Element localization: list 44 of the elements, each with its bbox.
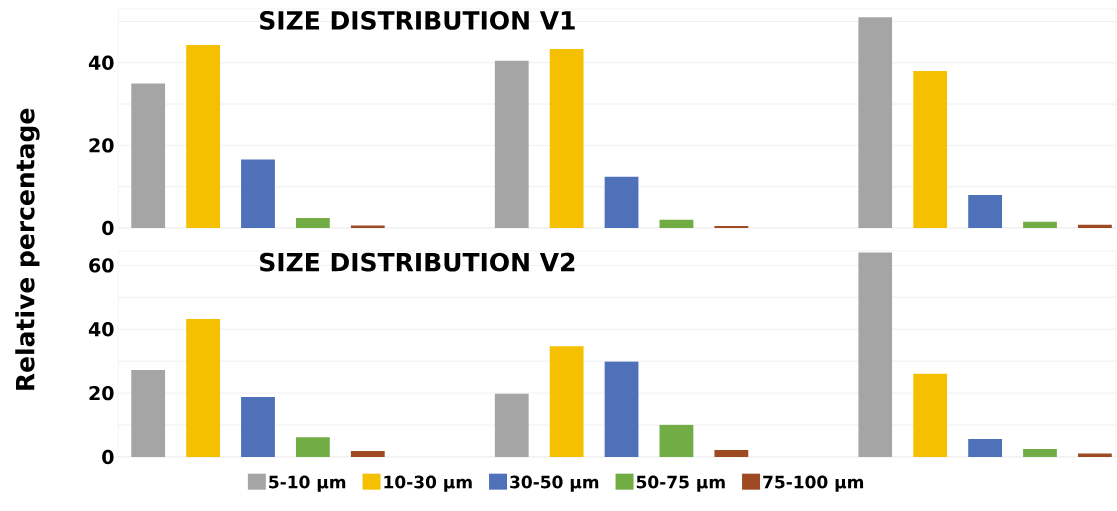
y-tick-label: 40	[88, 55, 114, 70]
bar	[131, 370, 166, 457]
chart-title: SIZE DISTRIBUTION V2	[260, 252, 575, 272]
bar	[968, 194, 1003, 228]
bar	[858, 17, 893, 228]
bar	[604, 361, 639, 457]
bar	[659, 219, 694, 228]
y-tick-label: 60	[89, 258, 114, 273]
y-tick-label: 20	[89, 385, 114, 401]
bar	[913, 373, 948, 457]
bar	[604, 176, 639, 228]
bar	[549, 49, 584, 228]
y-tick-label: 0	[102, 449, 114, 465]
bar	[659, 424, 694, 457]
bar	[1078, 453, 1112, 457]
legend-label: 30-50 µm	[510, 475, 599, 492]
bar	[913, 70, 948, 228]
bar	[714, 225, 749, 228]
bar	[494, 393, 529, 457]
bar	[714, 449, 749, 457]
bar	[1023, 221, 1057, 228]
bar	[858, 252, 893, 457]
bar	[295, 218, 330, 228]
chart-title: SIZE DISTRIBUTION V1	[260, 10, 575, 30]
bar	[1023, 449, 1057, 457]
legend-label: 75-100 µm	[763, 475, 864, 492]
bar	[494, 60, 529, 228]
bar	[1078, 224, 1112, 228]
bar	[131, 83, 166, 228]
y-axis-title: Relative percentage	[15, 108, 40, 390]
y-tick-label: 0	[102, 220, 114, 236]
legend-label: 5-10 µm	[269, 475, 346, 492]
bar	[295, 437, 330, 457]
bar	[241, 396, 275, 457]
legend-label: 10-30 µm	[384, 475, 472, 492]
legend-label: 50-75 µm	[636, 475, 725, 492]
bar	[350, 450, 385, 457]
y-tick-label: 40	[88, 322, 114, 337]
bar	[241, 159, 275, 228]
bar	[186, 44, 220, 228]
y-tick-label: 20	[89, 138, 114, 153]
bar	[186, 319, 220, 457]
bar	[968, 439, 1003, 457]
bar	[549, 346, 584, 457]
